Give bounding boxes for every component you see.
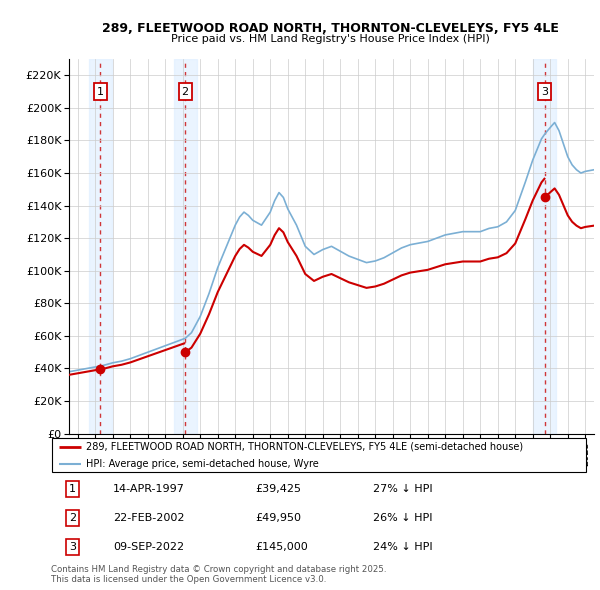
Bar: [533, 59, 556, 434]
Text: 22-FEB-2002: 22-FEB-2002: [113, 513, 184, 523]
Text: £49,950: £49,950: [255, 513, 301, 523]
Bar: [174, 59, 197, 434]
Text: £145,000: £145,000: [255, 542, 308, 552]
Text: Price paid vs. HM Land Registry's House Price Index (HPI): Price paid vs. HM Land Registry's House …: [170, 34, 490, 44]
Text: 289, FLEETWOOD ROAD NORTH, THORNTON-CLEVELEYS, FY5 4LE: 289, FLEETWOOD ROAD NORTH, THORNTON-CLEV…: [101, 22, 559, 35]
Text: 24% ↓ HPI: 24% ↓ HPI: [373, 542, 433, 552]
Text: 289, FLEETWOOD ROAD NORTH, THORNTON-CLEVELEYS, FY5 4LE (semi-detached house): 289, FLEETWOOD ROAD NORTH, THORNTON-CLEV…: [86, 442, 523, 451]
Text: 27% ↓ HPI: 27% ↓ HPI: [373, 484, 433, 494]
Text: HPI: Average price, semi-detached house, Wyre: HPI: Average price, semi-detached house,…: [86, 459, 319, 468]
Text: 09-SEP-2022: 09-SEP-2022: [113, 542, 184, 552]
Text: £39,425: £39,425: [255, 484, 301, 494]
Text: 2: 2: [69, 513, 76, 523]
Text: 3: 3: [69, 542, 76, 552]
Text: 3: 3: [541, 87, 548, 97]
Bar: [89, 59, 112, 434]
Text: 14-APR-1997: 14-APR-1997: [113, 484, 185, 494]
Text: 1: 1: [97, 87, 104, 97]
Text: 2: 2: [182, 87, 189, 97]
Text: Contains HM Land Registry data © Crown copyright and database right 2025.
This d: Contains HM Land Registry data © Crown c…: [51, 565, 386, 584]
Text: 26% ↓ HPI: 26% ↓ HPI: [373, 513, 433, 523]
FancyBboxPatch shape: [52, 438, 586, 472]
Text: 1: 1: [69, 484, 76, 494]
